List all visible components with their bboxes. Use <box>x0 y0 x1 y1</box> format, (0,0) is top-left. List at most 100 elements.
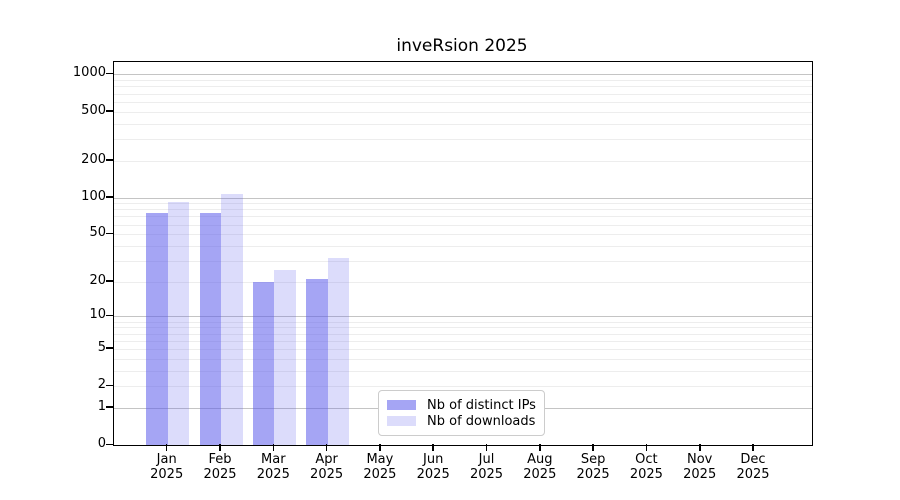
x-tick-year: 2025 <box>683 467 717 482</box>
legend-item-downloads: Nb of downloads <box>387 413 535 429</box>
y-tick-mark <box>106 232 113 235</box>
legend-swatch-distinct-ips <box>387 400 416 410</box>
x-tick-label-oct: Oct 2025 <box>614 452 678 482</box>
x-tick-year: 2025 <box>736 467 770 482</box>
x-tick-label-jul: Jul 2025 <box>455 452 519 482</box>
x-tick-month: Nov <box>687 452 713 467</box>
y-tick-label: 1 <box>97 398 106 414</box>
x-tick-mark <box>165 444 168 451</box>
y-gridline-major <box>114 197 812 199</box>
y-tick-mark <box>106 280 113 282</box>
y-gridline-minor <box>114 370 812 372</box>
bar-nb-of-downloads-feb <box>221 193 243 445</box>
legend-swatch-downloads <box>387 416 416 426</box>
plot-area <box>113 61 813 446</box>
x-tick-label-sep: Sep 2025 <box>561 452 625 482</box>
x-tick-mark <box>325 444 328 451</box>
y-tick-label: 0 <box>97 436 106 451</box>
x-tick-year: 2025 <box>256 467 290 482</box>
y-tick-mark <box>106 72 113 75</box>
x-tick-year: 2025 <box>523 467 557 482</box>
y-tick-label: 20 <box>89 272 106 288</box>
legend-label-downloads: Nb of downloads <box>427 413 536 429</box>
bar-nb-of-distinct-ips-mar <box>252 281 275 445</box>
x-tick-label-may: May 2025 <box>348 452 412 482</box>
x-tick-month: Feb <box>208 452 232 467</box>
x-tick-month: Oct <box>635 452 658 467</box>
x-tick-label-apr: Apr 2025 <box>295 452 359 482</box>
y-gridline-minor <box>114 86 812 88</box>
y-tick-mark <box>106 384 113 387</box>
bar-nb-of-downloads-apr <box>327 257 350 445</box>
y-tick-label: 5 <box>97 339 106 355</box>
y-tick-mark <box>106 110 113 112</box>
x-tick-label-aug: Aug 2025 <box>508 452 572 482</box>
y-gridline-minor <box>114 224 812 226</box>
bar-nb-of-downloads-jan <box>167 201 190 445</box>
y-tick-mark <box>106 196 113 198</box>
x-tick-mark <box>219 444 221 451</box>
x-tick-year: 2025 <box>576 467 610 482</box>
x-tick-month: Sep <box>580 452 606 467</box>
y-gridline-minor <box>114 348 812 350</box>
x-tick-mark <box>379 444 381 451</box>
x-tick-year: 2025 <box>416 467 450 482</box>
x-tick-month: Apr <box>315 452 338 467</box>
y-gridline-minor <box>114 321 812 323</box>
legend-item-distinct-ips: Nb of distinct IPs <box>387 397 536 413</box>
bar-nb-of-distinct-ips-jan <box>146 212 168 445</box>
x-tick-mark <box>645 444 648 451</box>
x-tick-month: Jun <box>423 452 444 467</box>
y-tick-label: 10 <box>89 307 106 323</box>
x-tick-mark <box>432 444 434 451</box>
y-tick-mark <box>106 443 113 445</box>
y-gridline-minor <box>114 333 812 335</box>
y-tick-label: 50 <box>89 225 106 241</box>
x-tick-year: 2025 <box>629 467 663 482</box>
y-gridline-minor <box>114 138 812 140</box>
x-tick-mark <box>752 444 754 451</box>
y-tick-label: 500 <box>81 102 106 118</box>
y-gridline-minor <box>114 245 812 247</box>
y-gridline-minor <box>114 93 812 95</box>
x-tick-mark <box>272 444 275 451</box>
x-tick-month: Mar <box>261 452 286 467</box>
y-tick-label: 100 <box>81 188 106 204</box>
y-gridline-minor <box>114 101 812 103</box>
y-tick-mark <box>106 314 113 317</box>
y-gridline-minor <box>114 123 812 125</box>
x-tick-month: Aug <box>527 452 553 467</box>
y-tick-mark <box>106 159 113 161</box>
y-tick-label: 200 <box>81 151 106 167</box>
y-tick-label: 1000 <box>72 65 106 81</box>
x-tick-label-nov: Nov 2025 <box>668 452 732 482</box>
chart-title: inveRsion 2025 <box>396 36 528 56</box>
y-tick-mark <box>106 406 113 408</box>
x-tick-label-feb: Feb 2025 <box>188 452 252 482</box>
x-tick-mark <box>592 444 594 451</box>
x-tick-month: Dec <box>740 452 766 467</box>
y-gridline-minor <box>114 203 812 205</box>
legend: Nb of distinct IPs Nb of downloads <box>378 390 545 436</box>
y-gridline-minor <box>114 80 812 82</box>
bar-nb-of-downloads-mar <box>274 270 296 445</box>
x-tick-label-jan: Jan 2025 <box>135 452 199 482</box>
y-gridline-major <box>114 74 812 76</box>
x-tick-year: 2025 <box>203 467 237 482</box>
x-tick-month: Jan <box>156 452 177 467</box>
y-gridline-minor <box>114 281 812 283</box>
y-gridline-minor <box>114 327 812 329</box>
y-gridline-minor <box>114 111 812 113</box>
y-gridline-minor <box>114 234 812 236</box>
x-tick-year: 2025 <box>150 467 184 482</box>
x-tick-mark <box>539 444 541 451</box>
y-gridline-major <box>114 316 812 318</box>
x-tick-year: 2025 <box>310 467 344 482</box>
x-tick-mark <box>485 444 488 451</box>
x-tick-month: Jul <box>478 452 495 467</box>
x-tick-mark <box>699 444 701 451</box>
y-gridline-minor <box>114 260 812 262</box>
x-tick-label-mar: Mar 2025 <box>241 452 305 482</box>
y-gridline-minor <box>114 358 812 360</box>
